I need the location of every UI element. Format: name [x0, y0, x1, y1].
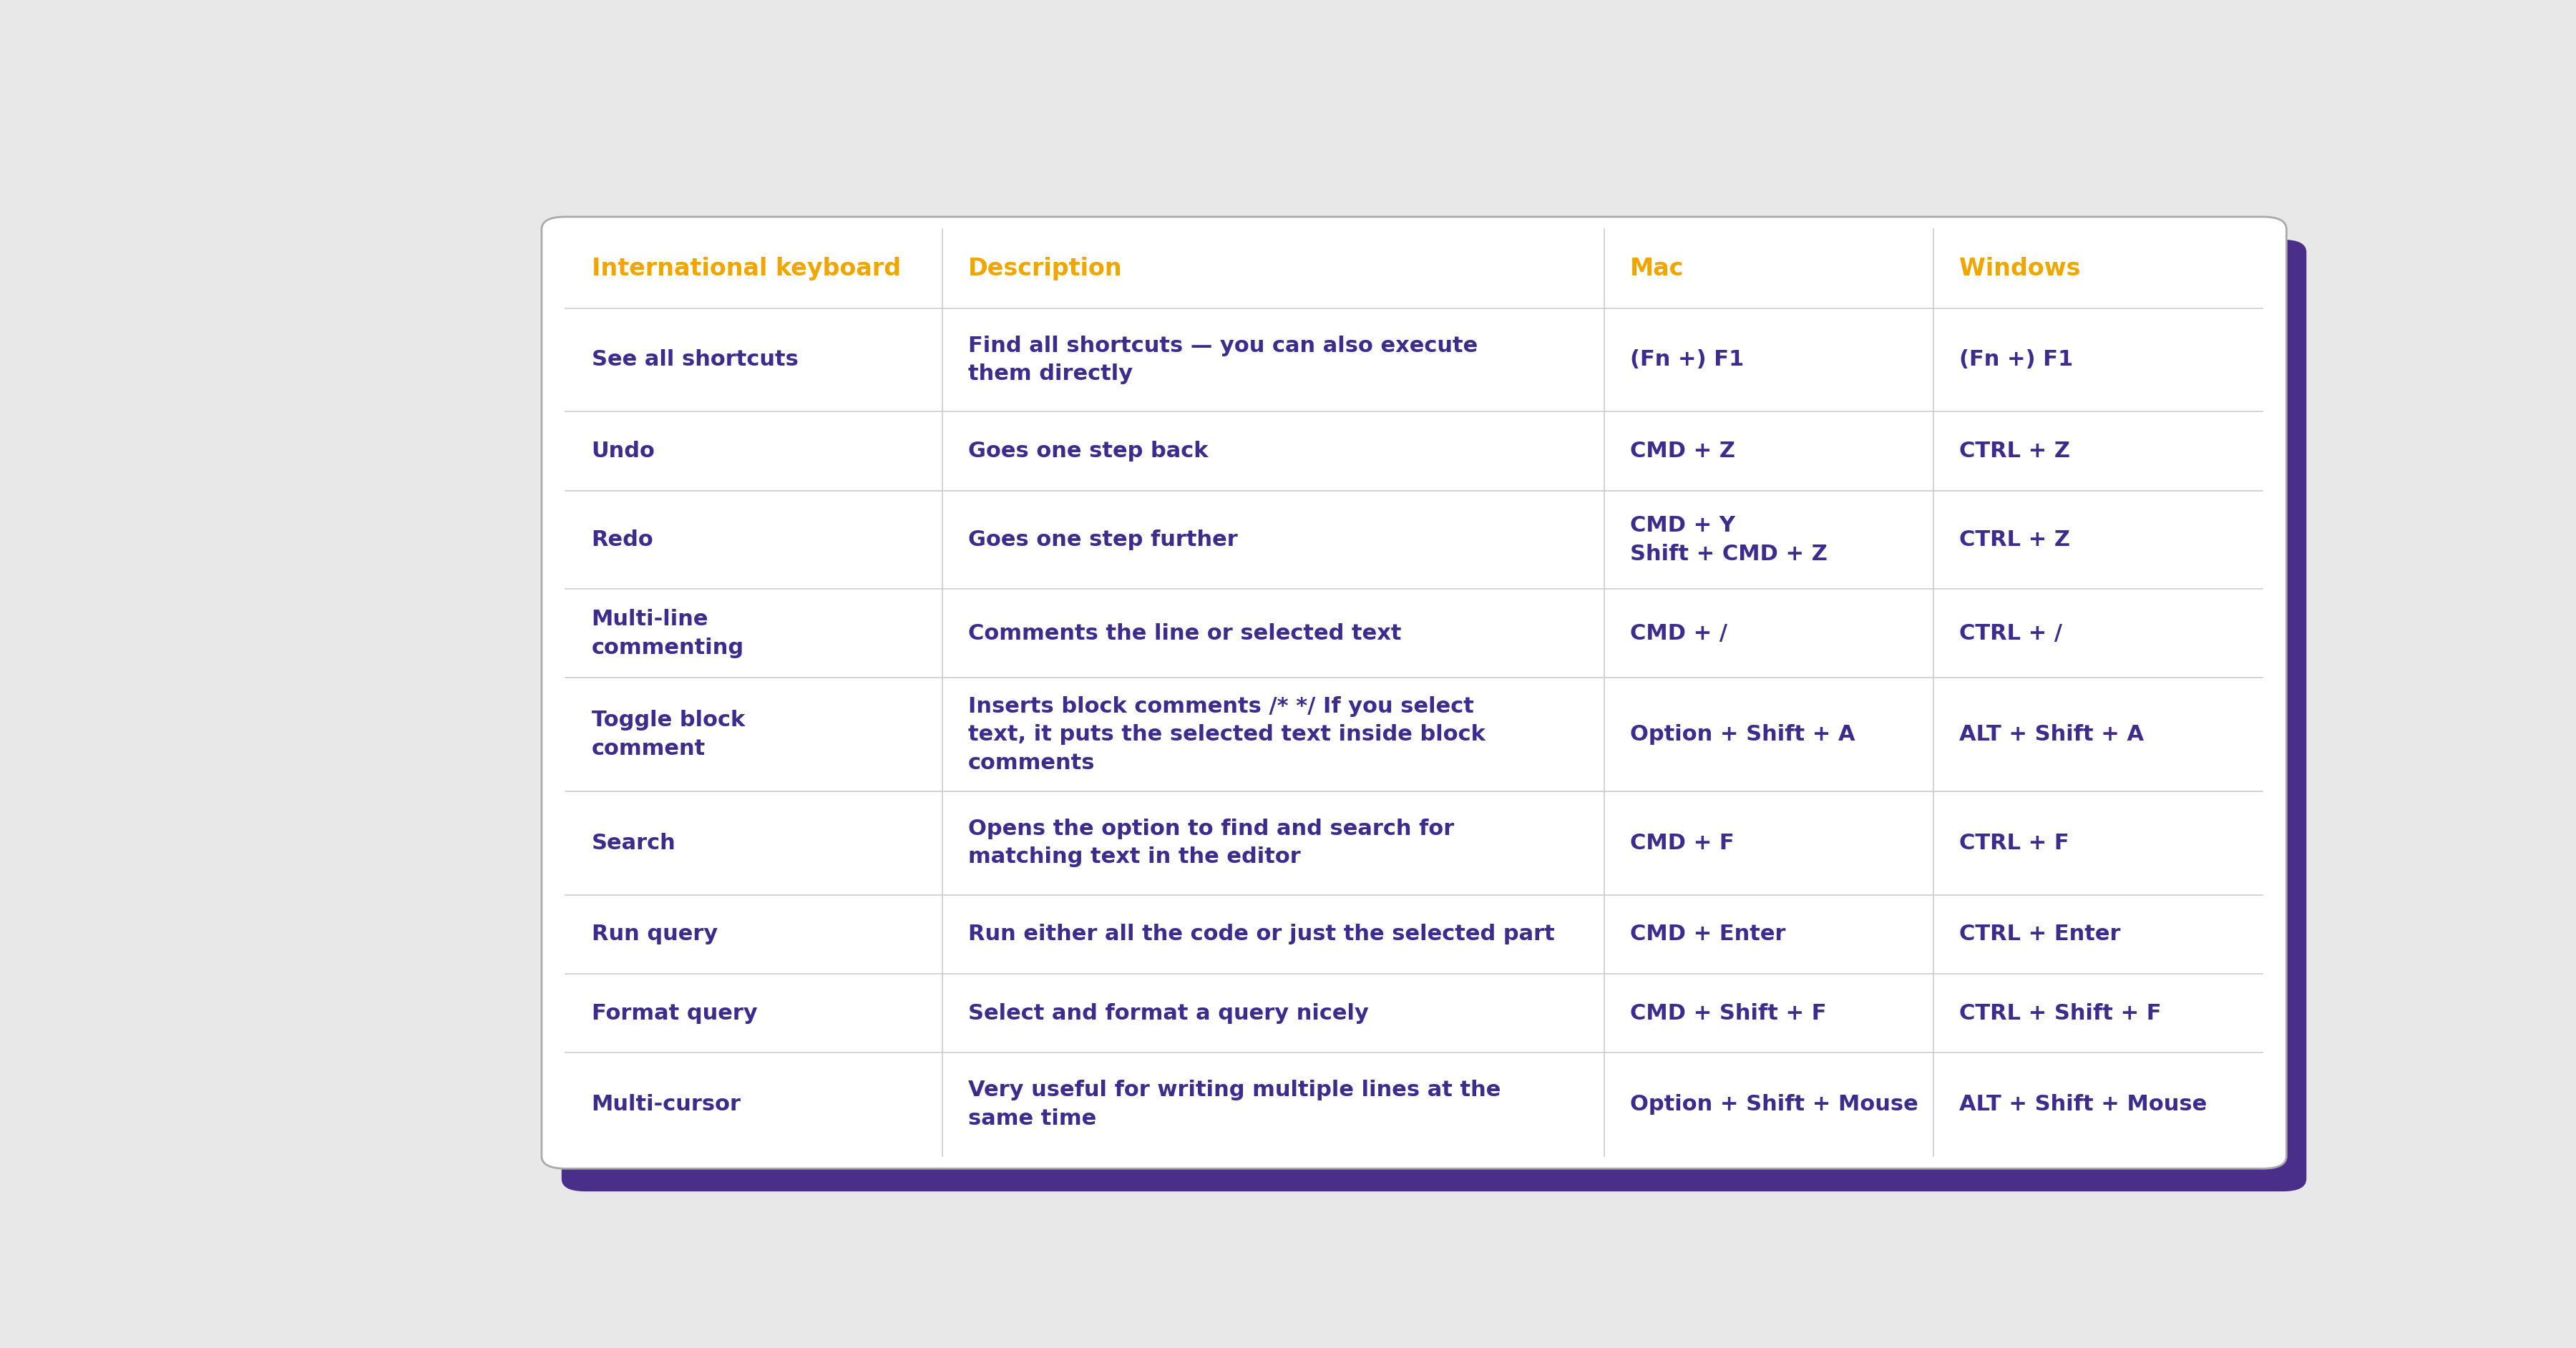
Text: CTRL + Enter: CTRL + Enter: [1960, 923, 2120, 945]
Text: Multi-line
commenting: Multi-line commenting: [592, 609, 744, 658]
Text: ALT + Shift + A: ALT + Shift + A: [1960, 724, 2143, 745]
Text: CMD + Y
Shift + CMD + Z: CMD + Y Shift + CMD + Z: [1631, 515, 1826, 565]
Text: Option + Shift + Mouse: Option + Shift + Mouse: [1631, 1095, 1919, 1115]
FancyBboxPatch shape: [562, 240, 2306, 1192]
Text: Very useful for writing multiple lines at the
same time: Very useful for writing multiple lines a…: [969, 1080, 1502, 1128]
Text: Comments the line or selected text: Comments the line or selected text: [969, 623, 1401, 644]
Text: (Fn +) F1: (Fn +) F1: [1631, 349, 1744, 371]
Text: CTRL + /: CTRL + /: [1960, 623, 2063, 644]
Text: Run either all the code or just the selected part: Run either all the code or just the sele…: [969, 923, 1556, 945]
Text: International keyboard: International keyboard: [592, 257, 902, 280]
Text: CTRL + Z: CTRL + Z: [1960, 441, 2071, 461]
Text: Multi-cursor: Multi-cursor: [592, 1095, 742, 1115]
Text: CMD + /: CMD + /: [1631, 623, 1728, 644]
Text: Select and format a query nicely: Select and format a query nicely: [969, 1003, 1368, 1023]
Text: Goes one step back: Goes one step back: [969, 441, 1208, 461]
Text: CMD + Shift + F: CMD + Shift + F: [1631, 1003, 1826, 1023]
Text: Search: Search: [592, 833, 675, 853]
Text: CMD + Z: CMD + Z: [1631, 441, 1736, 461]
Text: Goes one step further: Goes one step further: [969, 530, 1239, 550]
Text: Option + Shift + A: Option + Shift + A: [1631, 724, 1855, 745]
Text: CTRL + Shift + F: CTRL + Shift + F: [1960, 1003, 2161, 1023]
Text: Undo: Undo: [592, 441, 654, 461]
Text: Run query: Run query: [592, 923, 719, 945]
Text: Opens the option to find and search for
matching text in the editor: Opens the option to find and search for …: [969, 818, 1455, 868]
Text: Redo: Redo: [592, 530, 654, 550]
FancyBboxPatch shape: [541, 217, 2287, 1169]
Text: (Fn +) F1: (Fn +) F1: [1960, 349, 2074, 371]
Text: Find all shortcuts — you can also execute
them directly: Find all shortcuts — you can also execut…: [969, 336, 1479, 384]
Text: CMD + F: CMD + F: [1631, 833, 1734, 853]
Text: Toggle block
comment: Toggle block comment: [592, 710, 744, 759]
Text: Mac: Mac: [1631, 257, 1685, 280]
Text: Inserts block comments /* */ If you select
text, it puts the selected text insid: Inserts block comments /* */ If you sele…: [969, 696, 1486, 774]
Text: Windows: Windows: [1960, 257, 2081, 280]
Text: ALT + Shift + Mouse: ALT + Shift + Mouse: [1960, 1095, 2208, 1115]
Text: Description: Description: [969, 257, 1123, 280]
Text: CMD + Enter: CMD + Enter: [1631, 923, 1785, 945]
Text: See all shortcuts: See all shortcuts: [592, 349, 799, 371]
Text: CTRL + Z: CTRL + Z: [1960, 530, 2071, 550]
Text: CTRL + F: CTRL + F: [1960, 833, 2069, 853]
Text: Format query: Format query: [592, 1003, 757, 1023]
